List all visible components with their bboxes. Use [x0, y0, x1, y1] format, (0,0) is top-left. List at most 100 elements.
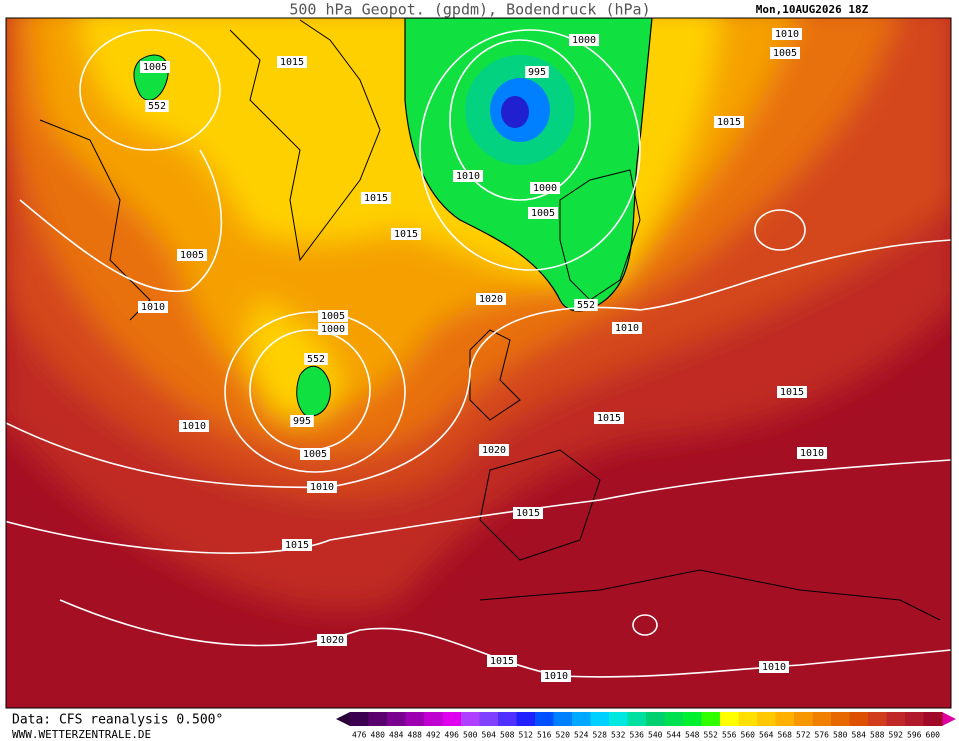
colorbar-swatch — [516, 712, 536, 726]
contour-label: 1015 — [717, 117, 741, 128]
colorbar-label: 564 — [759, 731, 774, 740]
contour-label-bg — [513, 507, 543, 519]
colorbar-label: 584 — [852, 731, 867, 740]
colorbar-label: 536 — [630, 731, 645, 740]
colorbar-label: 504 — [482, 731, 497, 740]
contour-label-bg — [770, 47, 800, 59]
colorbar-swatch — [868, 712, 887, 726]
colorbar-label: 548 — [685, 731, 700, 740]
website: WWW.WETTERZENTRALE.DE — [12, 728, 151, 741]
colorbar-swatch — [794, 712, 813, 726]
colorbar-label: 600 — [926, 731, 941, 740]
contour-label-bg — [145, 100, 169, 112]
contour-label-bg — [282, 539, 312, 551]
colorbar-swatch — [738, 712, 758, 726]
colorbar-label: 500 — [463, 731, 478, 740]
contour-label-bg — [479, 444, 509, 456]
contour-label: 552 — [307, 354, 325, 365]
contour-label-bg — [594, 412, 624, 424]
contour-label-bg — [714, 116, 744, 128]
contour-label-bg — [138, 301, 168, 313]
colorbar-label: 568 — [778, 731, 793, 740]
contour-label: 1015 — [280, 57, 304, 68]
contour-label: 1010 — [544, 671, 568, 682]
colorbar-swatch — [627, 712, 647, 726]
colorbar-swatch — [923, 712, 943, 726]
contour-label: 1020 — [320, 635, 344, 646]
contour-label-bg — [476, 293, 506, 305]
colorbar-label: 476 — [352, 731, 367, 740]
colorbar-label: 540 — [648, 731, 663, 740]
colorbar-swatch — [609, 712, 628, 726]
contour-label: 1010 — [800, 448, 824, 459]
colorbar-swatch — [886, 712, 906, 726]
contour-label-bg — [487, 655, 517, 667]
contour-label: 1015 — [394, 229, 418, 240]
contour-label: 1015 — [516, 508, 540, 519]
colorbar-swatch — [572, 712, 591, 726]
colorbar-label: 544 — [667, 731, 682, 740]
colorbar-label: 560 — [741, 731, 756, 740]
colorbar-label: 532 — [611, 731, 626, 740]
colorbar-label: 556 — [722, 731, 737, 740]
contour-label-bg — [574, 299, 598, 311]
contour-label: 1015 — [285, 540, 309, 551]
colorbar-swatch — [535, 712, 554, 726]
contour-label-bg — [772, 28, 802, 40]
colorbar-swatch — [683, 712, 702, 726]
title: 500 hPa Geopot. (gpdm), Bodendruck (hPa) — [289, 1, 650, 19]
colorbar-swatch — [442, 712, 462, 726]
contour-label-bg — [318, 323, 348, 335]
contour-label: 552 — [148, 101, 166, 112]
colorbar-swatch — [831, 712, 850, 726]
colorbar-arrow — [336, 712, 350, 726]
colorbar-label: 552 — [704, 731, 719, 740]
source: Data: CFS reanalysis 0.500° — [12, 713, 223, 728]
colorbar-swatch — [905, 712, 924, 726]
coastlines — [39, 19, 941, 621]
colorbar-label: 484 — [389, 731, 404, 740]
contour-label: 995 — [528, 67, 546, 78]
contour-label: 552 — [577, 300, 595, 311]
contour-label-bg — [453, 170, 483, 182]
colorbar-arrow — [942, 712, 956, 726]
contour-label: 1000 — [572, 35, 596, 46]
contour-label: 1015 — [780, 387, 804, 398]
contour-label-bg — [179, 420, 209, 432]
contour-label: 1015 — [597, 413, 621, 424]
colorbar-label: 488 — [408, 731, 423, 740]
colorbar-label: 520 — [556, 731, 571, 740]
contour-label-bg — [318, 310, 348, 322]
colorbar-swatch — [368, 712, 388, 726]
colorbar-label: 528 — [593, 731, 608, 740]
contour-label: 1010 — [615, 323, 639, 334]
contour-label-bg — [530, 182, 560, 194]
contour-label: 1020 — [479, 294, 503, 305]
contour-label-bg — [317, 634, 347, 646]
contour-label-bg — [612, 322, 642, 334]
colorbar-label: 596 — [907, 731, 922, 740]
field — [6, 18, 951, 611]
colorbar-swatch — [664, 712, 684, 726]
contour-label: 1000 — [533, 183, 557, 194]
colorbar-swatch — [775, 712, 795, 726]
colorbar-label: 480 — [371, 731, 386, 740]
colorbar: 476 480 484 488 492 496 500 504 508 512 516 520 524 5… — [336, 712, 956, 740]
map: 1015 1005 552 1000 995 1010 1005 1015 1010 1000 10… — [6, 18, 951, 708]
colorbar-label: 492 — [426, 731, 441, 740]
contour-label: 1005 — [531, 208, 555, 219]
contour-label-bg — [777, 386, 807, 398]
low-core — [501, 96, 529, 128]
colorbar-swatch — [424, 712, 443, 726]
contour-label: 1010 — [762, 662, 786, 673]
contour-label-bg — [797, 447, 827, 459]
contour-label: 1010 — [182, 421, 206, 432]
colorbar-swatch — [757, 712, 776, 726]
colorbar-swatch — [461, 712, 480, 726]
map-frame — [5, 17, 952, 709]
colorbar-swatch — [553, 712, 573, 726]
contour-label: 1000 — [321, 324, 345, 335]
contour-label: 1010 — [456, 171, 480, 182]
contour-label-bg — [759, 661, 789, 673]
contour-label: 1015 — [490, 656, 514, 667]
